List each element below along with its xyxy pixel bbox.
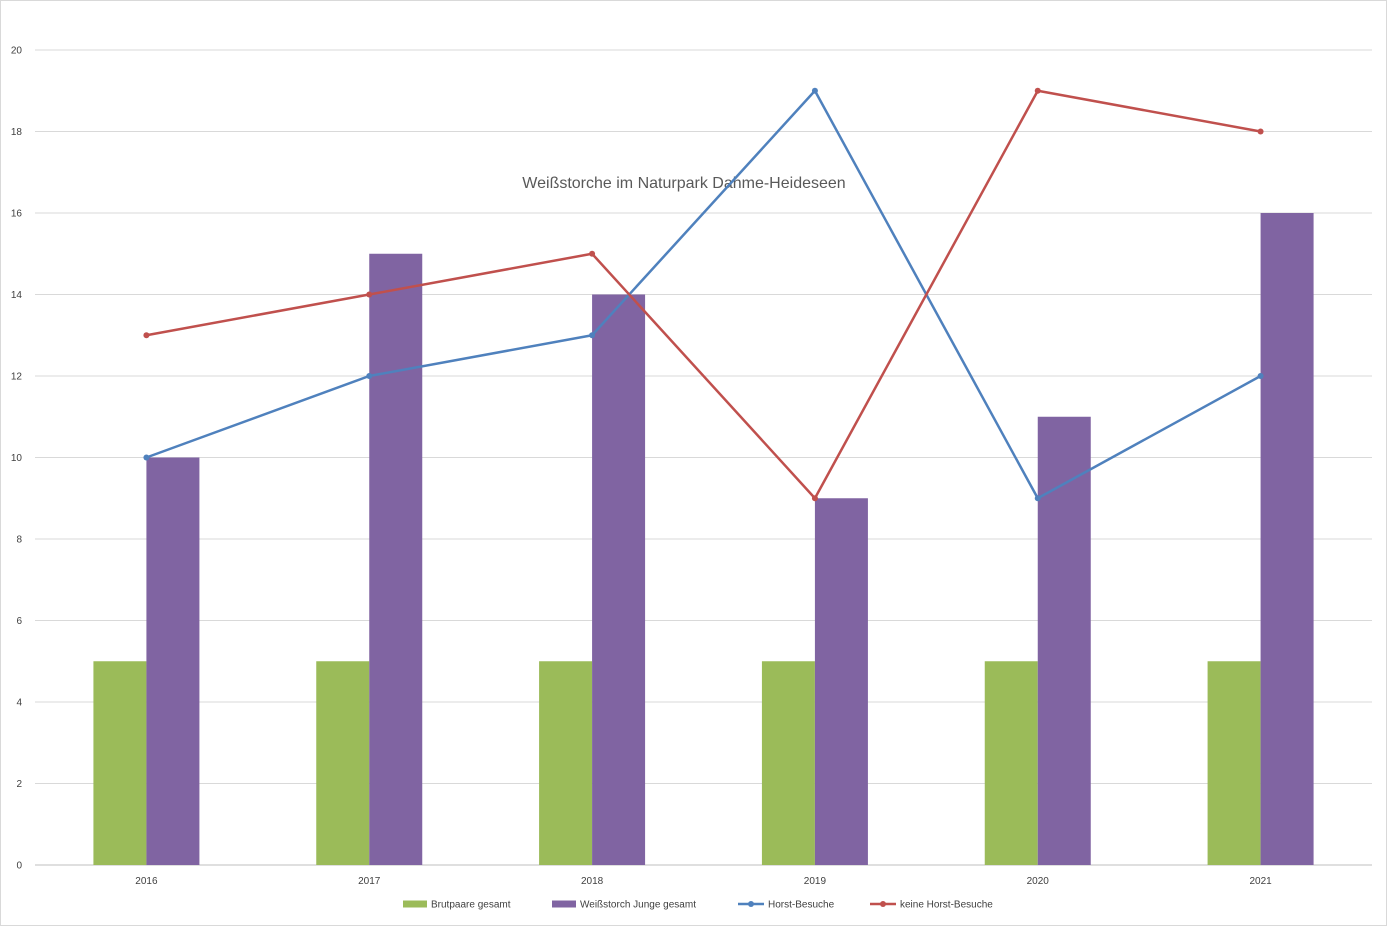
data-point [1034, 495, 1041, 502]
data-point [143, 454, 150, 461]
bar [93, 661, 147, 865]
y-tick-label: 12 [11, 372, 23, 383]
chart-title: Weißstorche im Naturpark Dahme-Heideseen [522, 175, 845, 192]
y-tick-label: 16 [11, 209, 23, 220]
data-point [589, 250, 596, 257]
y-tick-label: 10 [11, 453, 23, 464]
x-tick-label: 2016 [135, 876, 158, 887]
x-tick-label: 2020 [1027, 876, 1050, 887]
data-point [811, 87, 818, 94]
lines [143, 87, 1264, 502]
data-point [366, 373, 373, 379]
y-tick-label: 2 [16, 779, 22, 790]
x-axis-ticks: 2016 2017 2018 2019 2020 2021 [135, 876, 1272, 887]
bar [146, 457, 200, 865]
gridlines [35, 49, 1372, 866]
y-tick-label: 14 [11, 290, 23, 301]
bar [539, 661, 593, 865]
y-tick-label: 18 [11, 127, 23, 138]
data-point [811, 495, 818, 502]
legend-marker [880, 901, 886, 907]
bar [1207, 661, 1261, 865]
legend-swatch [403, 900, 427, 908]
x-tick-label: 2019 [804, 876, 827, 887]
bar [369, 253, 423, 865]
bar [316, 661, 370, 865]
legend-label: Brutpaare gesamt [431, 900, 511, 911]
bar [814, 498, 868, 865]
bar [592, 294, 646, 865]
legend-label: Weißstorch Junge gesamt [580, 900, 696, 911]
x-tick-label: 2021 [1249, 876, 1272, 887]
data-point [1257, 373, 1264, 379]
series-line [146, 89, 1261, 500]
x-tick-label: 2017 [358, 876, 381, 887]
data-point [589, 332, 596, 339]
y-tick-label: 6 [16, 616, 22, 627]
bars [93, 213, 1314, 865]
legend-swatch [552, 900, 576, 908]
series-line [145, 89, 1262, 500]
y-tick-label: 4 [16, 698, 22, 709]
y-tick-label: 20 [11, 46, 23, 57]
y-axis-ticks: 0 2 4 6 8 10 12 14 16 18 20 [11, 46, 23, 872]
legend-label: Horst-Besuche [768, 900, 835, 911]
data-point [143, 332, 150, 339]
legend: Brutpaare gesamt Weißstorch Junge gesamt H… [403, 900, 993, 911]
y-tick-label: 0 [16, 861, 22, 872]
y-tick-label: 8 [16, 535, 22, 546]
data-point [366, 291, 373, 298]
data-point [1034, 87, 1041, 94]
bar [1260, 213, 1314, 865]
bar [1037, 416, 1091, 865]
legend-marker [748, 901, 754, 907]
bar [984, 661, 1038, 865]
x-tick-label: 2018 [581, 876, 604, 887]
data-point [1257, 128, 1264, 135]
bar [761, 661, 815, 865]
legend-label: keine Horst-Besuche [900, 900, 993, 911]
